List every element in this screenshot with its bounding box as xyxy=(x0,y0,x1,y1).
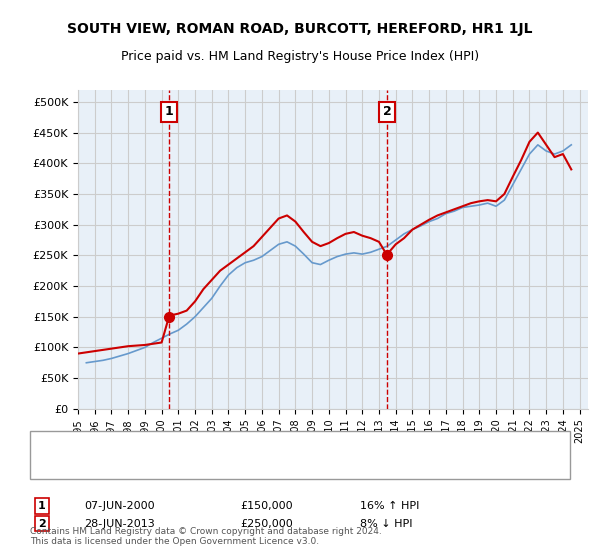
Text: 07-JUN-2000: 07-JUN-2000 xyxy=(84,501,155,511)
Text: 1: 1 xyxy=(164,105,173,119)
Text: SOUTH VIEW, ROMAN ROAD, BURCOTT, HEREFORD, HR1 1JL (detached house): SOUTH VIEW, ROMAN ROAD, BURCOTT, HEREFOR… xyxy=(72,439,479,449)
Text: 2: 2 xyxy=(383,105,392,119)
Text: £250,000: £250,000 xyxy=(240,519,293,529)
Text: £150,000: £150,000 xyxy=(240,501,293,511)
Text: HPI: Average price, detached house, Herefordshire: HPI: Average price, detached house, Here… xyxy=(72,460,336,470)
Text: 2: 2 xyxy=(38,519,46,529)
Text: Contains HM Land Registry data © Crown copyright and database right 2024.
This d: Contains HM Land Registry data © Crown c… xyxy=(30,526,382,546)
Text: 1: 1 xyxy=(38,501,46,511)
Text: SOUTH VIEW, ROMAN ROAD, BURCOTT, HEREFORD, HR1 1JL: SOUTH VIEW, ROMAN ROAD, BURCOTT, HEREFOR… xyxy=(67,22,533,36)
Text: 16% ↑ HPI: 16% ↑ HPI xyxy=(360,501,419,511)
Text: Price paid vs. HM Land Registry's House Price Index (HPI): Price paid vs. HM Land Registry's House … xyxy=(121,50,479,63)
Text: 28-JUN-2013: 28-JUN-2013 xyxy=(84,519,155,529)
Text: 8% ↓ HPI: 8% ↓ HPI xyxy=(360,519,413,529)
